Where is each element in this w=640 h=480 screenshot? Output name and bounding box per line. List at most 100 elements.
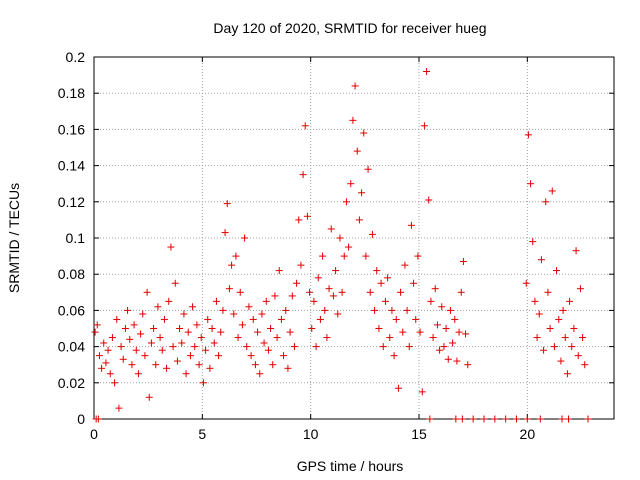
data-point xyxy=(423,67,431,75)
data-point xyxy=(267,325,275,332)
data-point xyxy=(431,285,439,293)
data-point xyxy=(108,334,116,342)
data-point xyxy=(319,252,327,260)
data-point xyxy=(117,343,125,351)
data-point xyxy=(254,328,262,336)
data-point xyxy=(362,252,370,260)
grid-lines xyxy=(94,57,614,419)
data-point xyxy=(464,361,472,369)
data-point xyxy=(533,334,541,342)
data-point xyxy=(141,352,149,360)
data-point xyxy=(119,355,127,363)
data-point xyxy=(491,415,499,423)
data-point xyxy=(264,346,272,354)
data-point xyxy=(452,415,460,423)
data-point xyxy=(128,361,136,369)
x-axis-label: GPS time / hours xyxy=(297,458,404,474)
data-point xyxy=(557,357,565,365)
data-point xyxy=(195,361,203,369)
data-point xyxy=(169,343,177,351)
y-tick-label: 0.2 xyxy=(66,49,86,65)
data-point xyxy=(293,279,301,287)
data-point xyxy=(546,325,554,332)
data-point xyxy=(115,404,123,412)
data-point xyxy=(238,321,246,329)
data-point xyxy=(126,335,134,343)
data-point xyxy=(570,325,578,332)
data-point xyxy=(531,297,539,305)
data-point xyxy=(524,131,532,139)
data-point xyxy=(286,328,294,336)
data-point xyxy=(581,361,589,369)
data-point xyxy=(225,285,233,293)
data-point xyxy=(104,346,112,354)
data-point xyxy=(576,285,584,293)
data-point xyxy=(394,384,402,392)
data-point xyxy=(414,252,422,260)
data-point xyxy=(191,343,199,351)
data-point xyxy=(206,364,214,372)
data-point xyxy=(347,180,355,188)
data-point xyxy=(243,343,251,351)
data-point xyxy=(321,306,329,314)
data-point xyxy=(145,393,153,401)
data-point xyxy=(210,339,218,347)
data-point xyxy=(462,330,470,338)
data-point xyxy=(132,346,140,354)
data-point xyxy=(379,343,387,351)
data-point xyxy=(95,352,103,360)
data-point xyxy=(561,334,569,342)
data-point xyxy=(550,343,558,351)
data-point xyxy=(446,306,454,314)
data-point xyxy=(572,247,580,255)
data-point xyxy=(299,171,307,179)
data-point xyxy=(215,352,223,360)
data-point xyxy=(158,346,166,354)
data-point xyxy=(381,297,389,305)
data-point xyxy=(449,339,457,347)
data-point xyxy=(392,315,400,323)
data-point xyxy=(548,187,556,195)
data-point xyxy=(403,306,411,314)
data-point xyxy=(455,328,463,336)
data-point xyxy=(558,415,566,423)
data-point xyxy=(156,334,164,342)
data-point xyxy=(368,230,376,238)
data-point xyxy=(566,297,574,305)
data-point xyxy=(332,267,340,275)
data-point xyxy=(399,328,407,336)
data-point xyxy=(277,315,285,323)
data-point xyxy=(527,180,535,188)
data-point xyxy=(260,339,268,347)
data-point xyxy=(219,306,227,314)
data-point xyxy=(249,315,257,323)
data-point xyxy=(102,359,110,367)
data-point xyxy=(303,212,311,220)
data-point xyxy=(375,325,383,332)
data-point xyxy=(297,261,305,269)
data-point xyxy=(371,306,379,314)
data-point xyxy=(529,238,537,246)
data-point xyxy=(390,352,398,360)
data-point xyxy=(256,370,264,378)
data-point xyxy=(199,379,207,387)
data-point xyxy=(182,370,190,378)
y-tick-label: 0.14 xyxy=(58,158,85,174)
data-point xyxy=(184,328,192,336)
data-point xyxy=(386,334,394,342)
data-point xyxy=(480,415,488,423)
y-tick-label: 0 xyxy=(77,411,85,427)
data-point xyxy=(217,328,225,336)
data-point xyxy=(208,325,216,332)
data-point xyxy=(180,310,188,318)
data-point xyxy=(469,415,477,423)
data-point xyxy=(342,198,350,206)
data-point xyxy=(568,343,576,351)
data-point xyxy=(212,297,220,305)
data-point xyxy=(442,325,450,332)
data-point xyxy=(241,234,249,242)
data-point xyxy=(366,288,374,296)
data-point xyxy=(121,325,129,332)
data-point xyxy=(160,315,168,323)
data-point xyxy=(544,288,552,296)
